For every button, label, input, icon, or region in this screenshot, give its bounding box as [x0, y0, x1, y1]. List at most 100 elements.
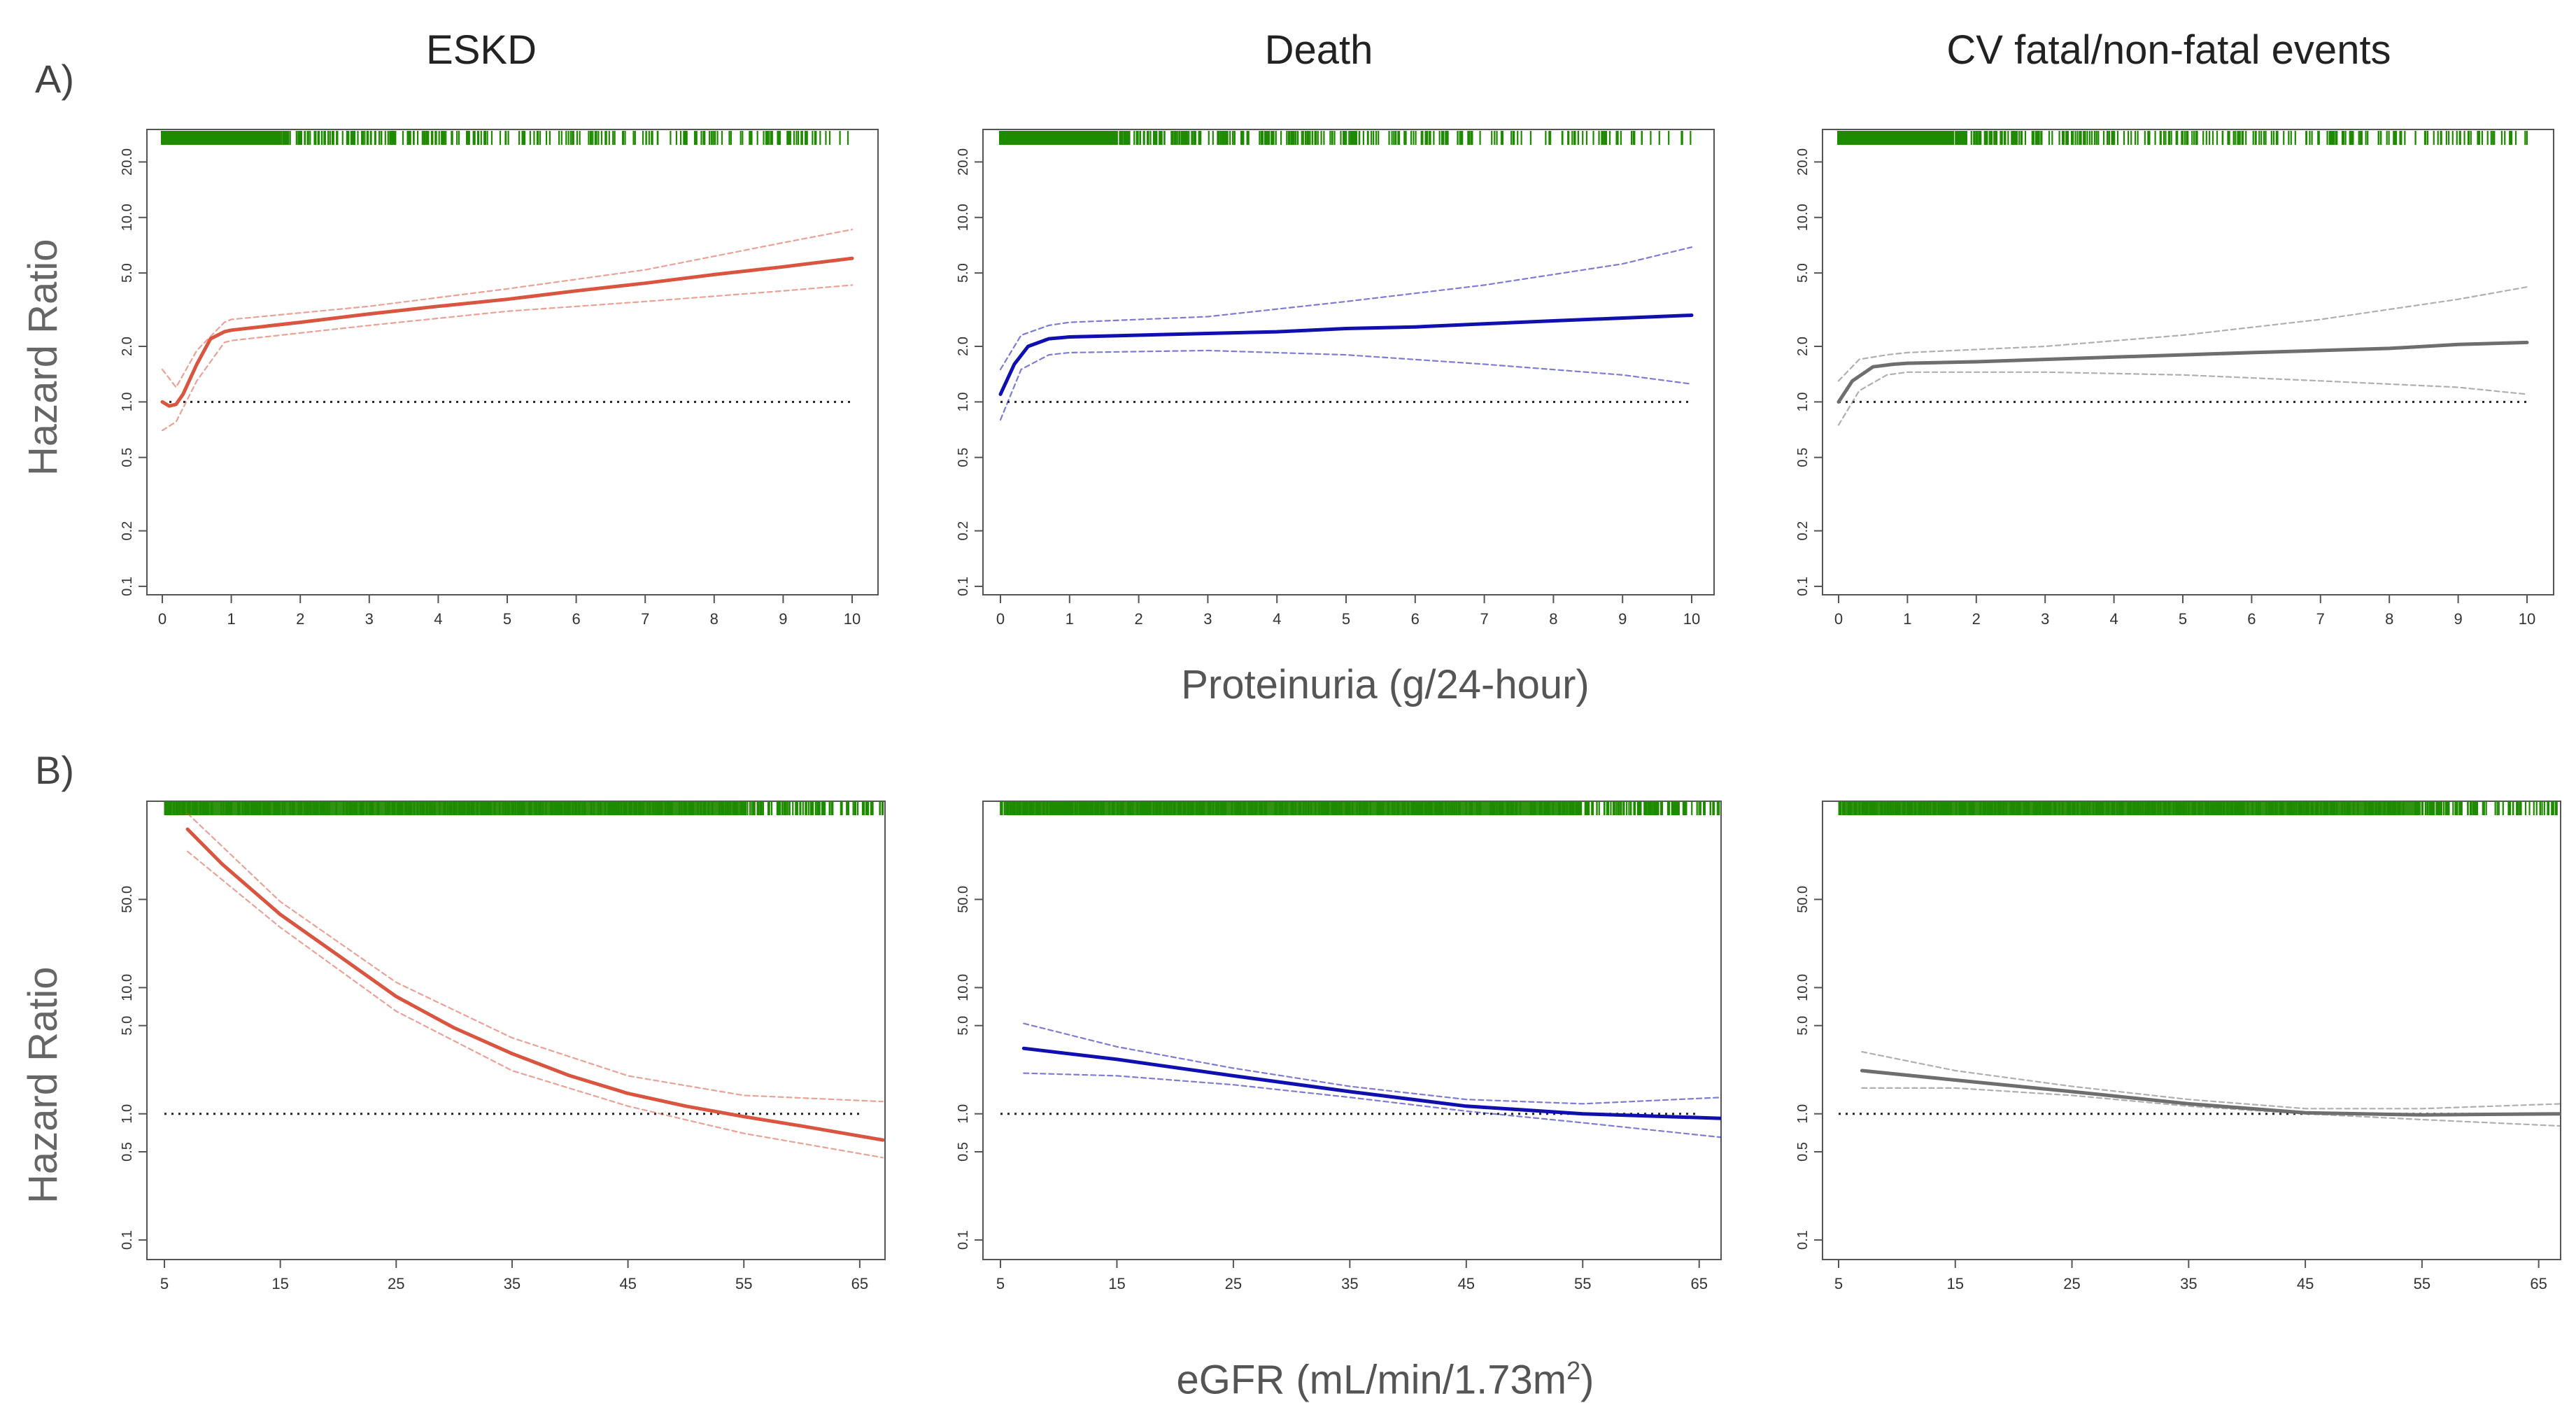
- y-tick-label: 0.1: [1795, 1230, 1811, 1250]
- rug-marks: [1000, 801, 1721, 815]
- y-tick-label: 0.2: [956, 521, 971, 541]
- y-tick-label: 0.5: [120, 1142, 135, 1162]
- x-tick-label: 3: [1203, 610, 1212, 628]
- panel-b-cv: 0.1 0.5 1.0 5.0 10.0 50.0 5 15 25 35 45 55 65: [1795, 801, 2561, 1292]
- lower-ci-curve: [1837, 371, 2528, 426]
- y-tick-label: 1.0: [120, 392, 135, 411]
- y-tick-label: 5.0: [120, 1016, 135, 1036]
- rug-dense-block: [1837, 131, 1955, 145]
- x-tick-label: 25: [2063, 1275, 2080, 1292]
- x-tick-label: 6: [572, 610, 580, 628]
- y-tick-label: 50.0: [120, 886, 135, 913]
- x-tick-label: 35: [1341, 1275, 1358, 1292]
- hazard-ratio-curve: [998, 313, 1694, 396]
- x-tick-label: 9: [779, 610, 787, 628]
- x-tick-label: 5: [2179, 610, 2187, 628]
- x-tick-label: 5: [996, 1275, 1005, 1292]
- x-tick-label: 1: [1903, 610, 1911, 628]
- plot-frame: [982, 801, 1722, 1260]
- x-tick-label: 0: [158, 610, 167, 628]
- upper-ci-curve: [161, 228, 854, 388]
- y-tick-label: 20.0: [120, 148, 135, 176]
- x-tick-label: 4: [1273, 610, 1281, 628]
- hazard-ratio-curve: [1837, 340, 2529, 404]
- upper-ci-curve: [187, 812, 884, 1103]
- x-tick-label: 2: [296, 610, 304, 628]
- y-tick-label: 20.0: [956, 148, 971, 176]
- x-tick-label: 6: [2247, 610, 2256, 628]
- upper-ci-curve: [999, 246, 1693, 370]
- y-tick-label: 0.2: [120, 521, 135, 541]
- hazard-ratio-curve: [1860, 1069, 2561, 1117]
- x-tick-label: 15: [1108, 1275, 1125, 1292]
- y-tick-label: 0.1: [120, 1230, 135, 1250]
- egfr-label-text: eGFR (mL/min/1.73m: [1176, 1357, 1567, 1403]
- y-tick-label: 20.0: [1795, 148, 1811, 176]
- rug-marks: [999, 131, 1692, 145]
- y-tick-label: 0.5: [1795, 448, 1811, 467]
- y-tick-label: 0.5: [956, 448, 971, 467]
- panel-a-death: 0.1 0.2 0.5 1.0 2.0 5.0 10.0 20.0 0 1 2 3 4 5 6 7 8 9 10: [956, 129, 1715, 628]
- plot-frame: [146, 801, 886, 1260]
- x-tick-label: 5: [503, 610, 511, 628]
- x-tick-label: 10: [1683, 610, 1700, 628]
- x-tick-label: 45: [2297, 1275, 2314, 1292]
- y-tick-label: 2.0: [1795, 337, 1811, 356]
- x-tick-label: 35: [504, 1275, 521, 1292]
- x-tick-label: 0: [996, 610, 1005, 628]
- x-tick-label: 4: [434, 610, 442, 628]
- y-tick-label: 0.5: [120, 448, 135, 467]
- rug-marks: [164, 801, 884, 815]
- x-tick-label: 8: [710, 610, 719, 628]
- y-tick-label: 50.0: [1795, 886, 1811, 913]
- rug-marks: [161, 131, 849, 145]
- x-tick-label: 6: [1411, 610, 1420, 628]
- rug-marks: [1837, 131, 2528, 145]
- x-tick-label: 25: [388, 1275, 404, 1292]
- y-tick-label: 0.2: [1795, 521, 1811, 541]
- y-tick-label: 10.0: [956, 204, 971, 231]
- x-tick-label: 3: [2041, 610, 2049, 628]
- lower-ci-curve: [187, 850, 884, 1159]
- x-axis-label-proteinuria: Proteinuria (g/24-hour): [1181, 662, 1590, 707]
- egfr-label-superscript: 2: [1566, 1356, 1581, 1385]
- x-tick-label: 1: [1066, 610, 1074, 628]
- x-tick-label: 0: [1834, 610, 1843, 628]
- y-tick-label: 0.1: [1795, 577, 1811, 596]
- plot-frame: [146, 129, 879, 595]
- rug-dense-block: [1842, 801, 2421, 815]
- panel-a-cv: 0.1 0.2 0.5 1.0 2.0 5.0 10.0 20.0 0 1 2 3 4 5 6 7 8 9 10: [1795, 129, 2554, 628]
- y-tick-label: 0.1: [956, 577, 971, 596]
- x-tick-label: 7: [1480, 610, 1488, 628]
- y-tick-label: 10.0: [1795, 974, 1811, 1001]
- x-tick-label: 15: [271, 1275, 288, 1292]
- x-tick-label: 4: [2109, 610, 2118, 628]
- lower-ci-curve: [999, 349, 1693, 421]
- x-tick-label: 7: [2316, 610, 2325, 628]
- y-tick-label: 10.0: [120, 204, 135, 231]
- hazard-ratio-curve: [160, 256, 854, 408]
- x-tick-label: 45: [619, 1275, 636, 1292]
- row-label-a: A): [35, 57, 74, 101]
- y-tick-label: 5.0: [956, 1016, 971, 1036]
- plot-frame: [982, 129, 1715, 595]
- x-tick-label: 8: [2385, 610, 2393, 628]
- rug-marks: [1838, 801, 2558, 815]
- x-tick-label: 15: [1947, 1275, 1964, 1292]
- upper-ci-curve: [1861, 1051, 2561, 1110]
- y-tick-label: 10.0: [120, 974, 135, 1001]
- egfr-label-close: ): [1580, 1357, 1594, 1403]
- row-label-b: B): [35, 748, 74, 792]
- rug-dense-block: [1004, 801, 1582, 815]
- x-tick-label: 7: [641, 610, 649, 628]
- y-tick-label: 5.0: [1795, 263, 1811, 283]
- y-tick-label: 0.1: [956, 1230, 971, 1250]
- y-tick-label: 1.0: [1795, 392, 1811, 411]
- y-tick-label: 2.0: [120, 337, 135, 356]
- x-tick-label: 45: [1458, 1275, 1475, 1292]
- column-title-eskd: ESKD: [426, 27, 537, 73]
- panel-a-eskd: 0.1 0.2 0.5 1.0 2.0 5.0 10.0 20.0 0 1 2 3 4 5 6 7 8 9 10: [120, 129, 879, 628]
- x-tick-label: 8: [1549, 610, 1557, 628]
- x-tick-label: 10: [2519, 610, 2535, 628]
